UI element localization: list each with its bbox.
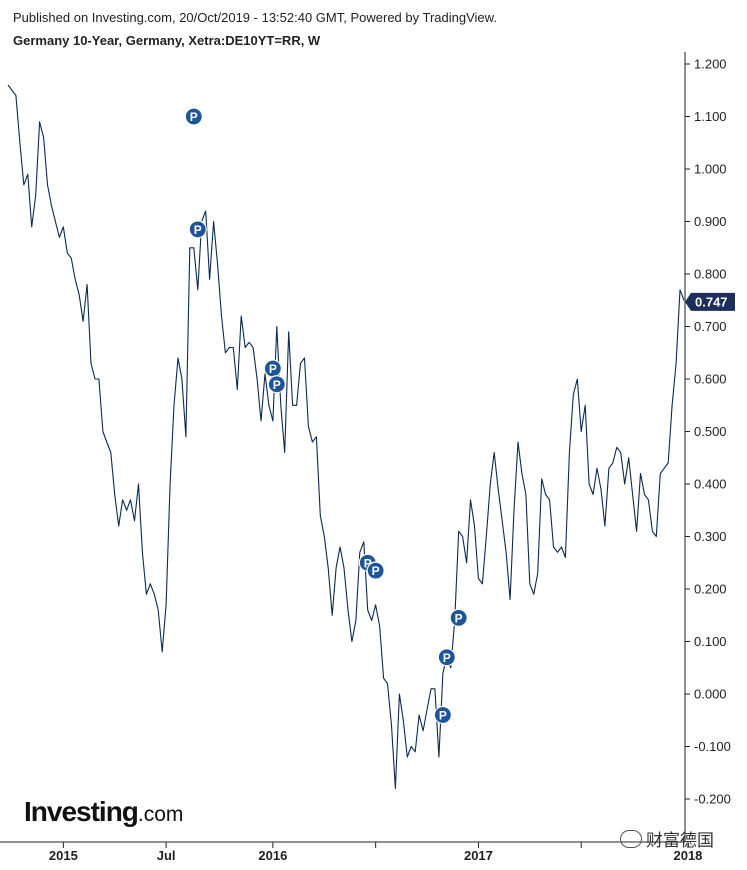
y-tick-label: 0.600 <box>694 372 727 387</box>
last-value-badge <box>685 292 735 311</box>
marker-p-label: P <box>364 556 372 570</box>
y-tick-label: 0.700 <box>694 319 727 334</box>
marker-p[interactable] <box>366 561 385 580</box>
wechat-icon <box>620 830 642 848</box>
y-tick-label: 0.100 <box>694 634 727 649</box>
y-tick-label: 0.500 <box>694 424 727 439</box>
marker-p-label: P <box>190 110 198 124</box>
marker-p-label: P <box>194 223 202 237</box>
y-tick-label: -0.100 <box>694 739 731 754</box>
y-tick-label: 0.000 <box>694 687 727 702</box>
y-tick-label: 1.100 <box>694 109 727 124</box>
marker-p[interactable] <box>267 375 286 394</box>
marker-p[interactable] <box>188 220 207 239</box>
investing-logo: Investing.com <box>24 796 183 828</box>
watermark-text: 财富德国 <box>646 831 714 850</box>
marker-p-label: P <box>269 362 277 376</box>
y-tick-label: 1.000 <box>694 162 727 177</box>
y-tick-label: 0.900 <box>694 214 727 229</box>
marker-p[interactable] <box>433 705 452 725</box>
marker-p-label: P <box>273 378 281 392</box>
wechat-watermark: 财富德国 <box>620 826 714 851</box>
logo-word: Investing <box>24 796 139 827</box>
y-tick-label: 0.300 <box>694 529 727 544</box>
y-tick-label: -0.200 <box>694 792 731 807</box>
last-value-label: 0.747 <box>695 294 728 309</box>
x-tick-label: Jul <box>157 848 176 863</box>
x-tick-label: 2017 <box>464 848 493 863</box>
x-tick-label: 2018 <box>673 848 702 863</box>
y-tick-label: 0.800 <box>694 267 727 282</box>
x-tick-label: 2015 <box>49 848 78 863</box>
logo-suffix: .com <box>137 803 184 826</box>
marker-p-label: P <box>455 611 463 625</box>
y-tick-label: 1.200 <box>694 57 727 72</box>
marker-p[interactable] <box>449 608 468 627</box>
x-tick-label: 2016 <box>258 848 287 863</box>
published-note: Published on Investing.com, 20/Oct/2019 … <box>13 10 497 25</box>
marker-p[interactable] <box>437 648 456 667</box>
marker-p[interactable] <box>184 107 203 126</box>
marker-p-label: P <box>372 564 380 578</box>
marker-p-label: P <box>439 709 447 723</box>
yield-line <box>7 84 685 790</box>
marker-p-label: P <box>443 651 451 665</box>
y-tick-label: 0.200 <box>694 582 727 597</box>
chart-title: Germany 10-Year, Germany, Xetra:DE10YT=R… <box>13 33 321 48</box>
y-tick-label: 0.400 <box>694 477 727 492</box>
